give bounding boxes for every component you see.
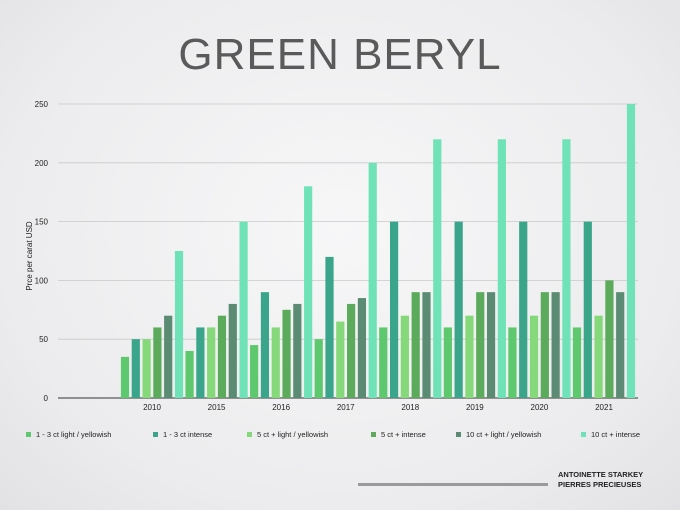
bar (260, 292, 270, 398)
legend-label: 10 ct + light / yellowish (466, 430, 541, 439)
legend-label: 1 - 3 ct intense (163, 430, 212, 439)
bar (616, 292, 625, 398)
bar (594, 315, 603, 398)
axes: 0 50 100 150 200 250 Prce per carat USD 2010 201… (25, 100, 613, 412)
x-tick-label: 2021 (595, 403, 613, 412)
bar (605, 280, 614, 398)
legend-swatch (456, 432, 461, 437)
legend: 1 - 3 ct light / yellowish 1 - 3 ct inten… (26, 430, 640, 439)
y-tick-label: 100 (35, 276, 49, 285)
bar (572, 327, 582, 398)
y-tick-label: 150 (35, 218, 49, 227)
legend-label: 1 - 3 ct light / yellowish (36, 430, 111, 439)
bar (368, 162, 377, 398)
bar (325, 256, 334, 398)
x-tick-label: 2019 (466, 403, 484, 412)
bar (196, 327, 205, 398)
legend-label: 5 ct + intense (381, 430, 426, 439)
bar (443, 327, 452, 398)
bar (583, 221, 592, 398)
bar (207, 327, 216, 398)
credit-block: ANTOINETTE STARKEY PIERRES PRECIEUSES (558, 470, 643, 490)
y-tick-label: 250 (35, 100, 49, 109)
bar (433, 139, 442, 398)
bar (551, 292, 560, 398)
credit-company: PIERRES PRECIEUSES (558, 480, 642, 489)
bar (422, 292, 431, 398)
bar (519, 221, 528, 398)
bar (562, 139, 571, 398)
bar (250, 345, 259, 398)
bar (508, 327, 517, 398)
bar (120, 356, 130, 398)
y-axis-title: Prce per carat USD (25, 221, 34, 291)
bar (454, 221, 463, 398)
bar (164, 315, 173, 398)
legend-swatch (247, 432, 252, 437)
bar (476, 292, 485, 398)
bar (389, 221, 399, 398)
bar (626, 104, 636, 398)
bar (239, 221, 248, 398)
x-tick-label: 2018 (401, 403, 419, 412)
bar (131, 339, 140, 398)
bar (497, 139, 506, 398)
bar (336, 321, 345, 398)
x-tick-label: 2016 (272, 403, 290, 412)
legend-swatch (581, 432, 586, 437)
y-tick-label: 50 (39, 335, 48, 344)
x-tick-label: 2010 (143, 403, 161, 412)
bar (282, 309, 291, 398)
bar (153, 327, 162, 398)
bar (174, 251, 184, 398)
legend-label: 5 ct + light / yellowish (257, 430, 328, 439)
bars (120, 104, 636, 398)
y-tick-label: 200 (35, 159, 49, 168)
credit-name: ANTOINETTE STARKEY (558, 470, 644, 479)
bar (347, 303, 356, 398)
bar (228, 303, 237, 398)
bar (293, 303, 302, 398)
bar (411, 292, 420, 398)
bar (304, 186, 313, 398)
bar (271, 327, 280, 398)
credit-divider (358, 483, 548, 486)
bar (185, 350, 194, 398)
bar (217, 315, 227, 398)
bar (379, 327, 388, 398)
bar (357, 298, 367, 398)
legend-swatch (26, 432, 31, 437)
bar (465, 315, 474, 398)
bar (540, 292, 549, 398)
x-tick-label: 2017 (337, 403, 355, 412)
bar (529, 315, 539, 398)
bar (486, 292, 496, 398)
legend-swatch (153, 432, 158, 437)
legend-swatch (371, 432, 376, 437)
legend-label: 10 ct + intense (591, 430, 640, 439)
x-tick-label: 2020 (531, 403, 549, 412)
y-tick-label: 0 (44, 394, 49, 403)
bar (142, 339, 151, 398)
chart-title: GREEN BERYL (178, 30, 502, 79)
bar (314, 339, 323, 398)
bar (400, 315, 409, 398)
x-tick-label: 2015 (208, 403, 226, 412)
